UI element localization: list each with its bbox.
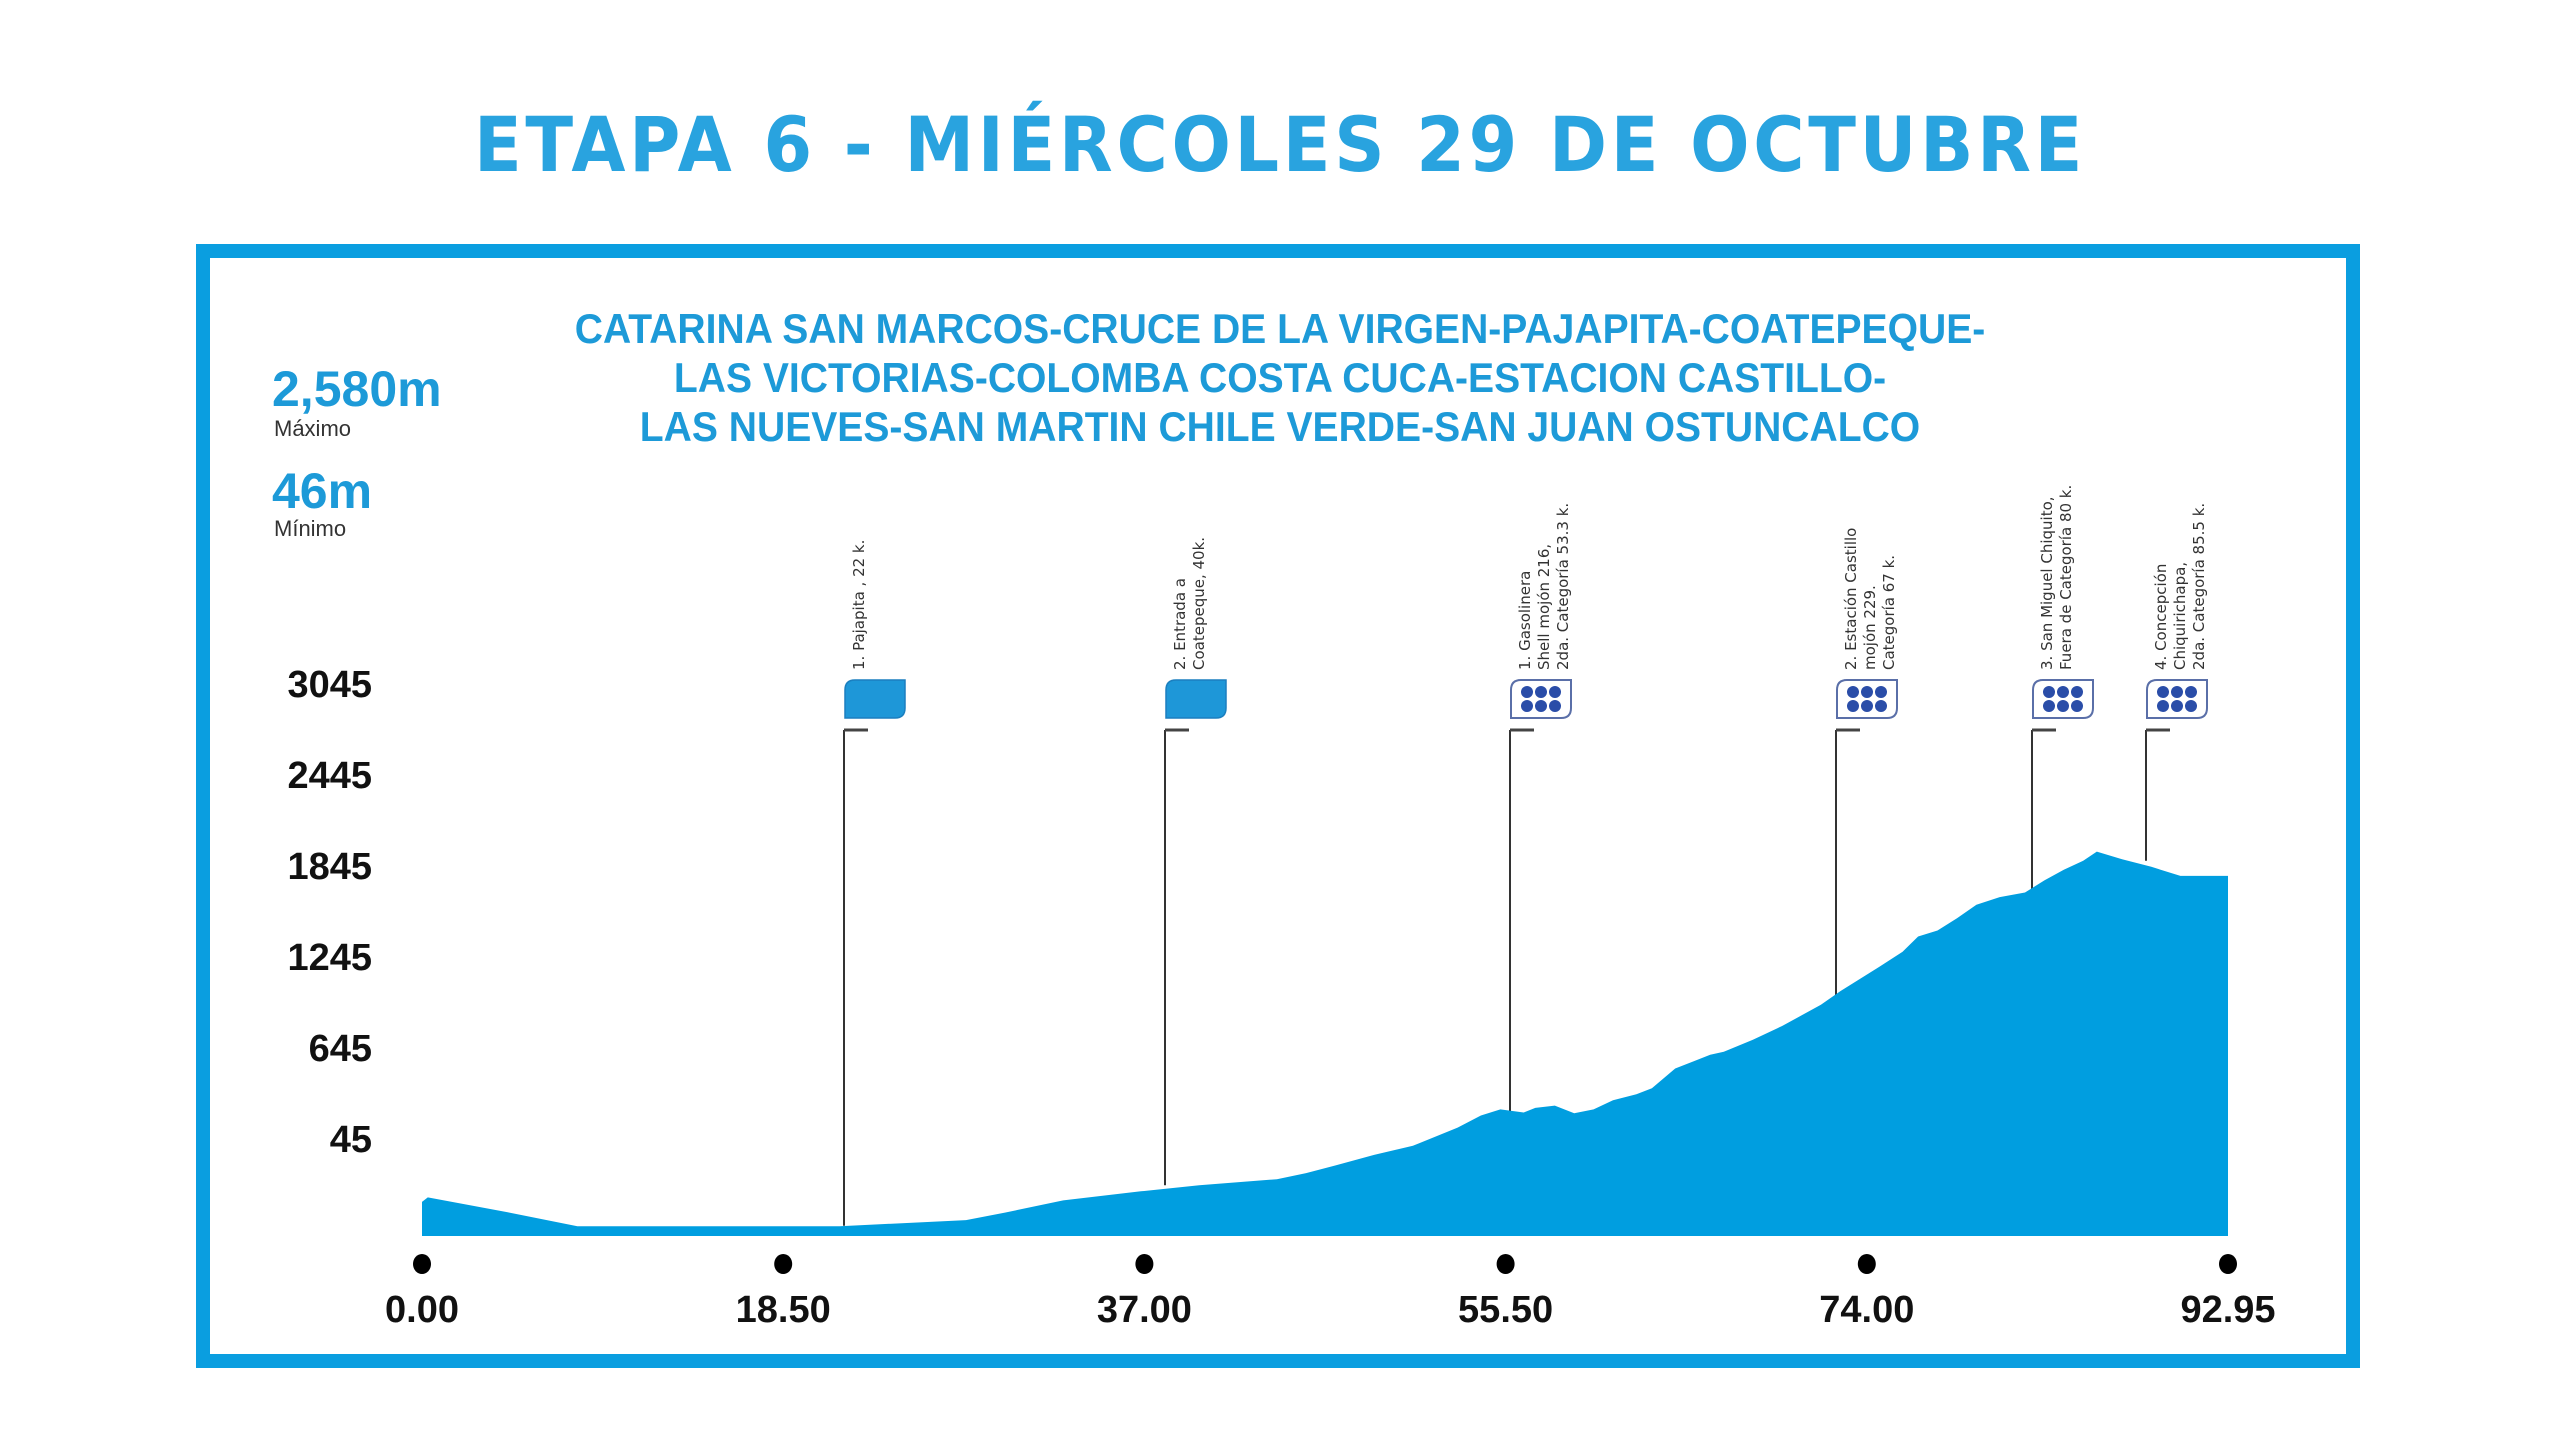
x-tick-label: 18.50 <box>736 1289 831 1331</box>
y-tick-label: 1845 <box>287 846 372 888</box>
x-tick-label: 55.50 <box>1458 1289 1553 1331</box>
marker-label: 2da. Categoría 85.5 k. <box>2190 503 2208 670</box>
max-elevation-value: 2,580m <box>272 361 442 417</box>
climb-dot <box>2157 686 2169 698</box>
climb-dot <box>2157 700 2169 712</box>
x-tick-dot <box>1135 1254 1154 1274</box>
climb-dot <box>2071 686 2083 698</box>
marker-label: 1. Gasolinera <box>1516 571 1534 670</box>
route-marker: 2. Estación Castillo mojón 229. Categoría … <box>1835 528 1898 1052</box>
climb-dot <box>1861 686 1873 698</box>
x-tick-label: 74.00 <box>1819 1289 1914 1331</box>
x-tick-label: 0.00 <box>385 1289 459 1331</box>
climb-dot <box>2171 700 2183 712</box>
climb-dot <box>2185 700 2197 712</box>
x-tick-dot <box>413 1254 431 1274</box>
y-tick-label: 3045 <box>287 664 372 706</box>
route-marker: 1. Pajapita , 22 k. <box>843 540 906 1226</box>
climb-dot <box>1549 686 1561 698</box>
climb-dot <box>2057 700 2069 712</box>
climb-dot <box>1847 700 1859 712</box>
climb-dot <box>1535 686 1547 698</box>
route-markers: 1. Pajapita , 22 k. 2. Entrada a Coatepequ… <box>843 485 2208 1226</box>
min-elevation-label: Mínimo <box>274 516 347 541</box>
climb-dot <box>1875 686 1887 698</box>
y-axis: 3045 2445 1845 1245 645 45 <box>287 664 372 1161</box>
climb-dot <box>2043 700 2055 712</box>
marker-label: 3. San Miguel Chiquito, <box>2038 496 2056 670</box>
climb-dot <box>1847 686 1859 698</box>
marker-label: Categoría 67 k. <box>1880 555 1898 670</box>
mountain-climb-icon <box>2146 679 2208 719</box>
route-marker: 1. Gasolinera Shell mojón 216, 2da. Catego… <box>1509 503 1572 1128</box>
route-line-1: CATARINA SAN MARCOS-CRUCE DE LA VIRGEN-P… <box>574 305 1986 352</box>
climb-dot <box>1861 700 1873 712</box>
climb-dot <box>2171 686 2183 698</box>
route-line-2: LAS VICTORIAS-COLOMBA COSTA CUCA-ESTACIO… <box>673 354 1887 401</box>
mountain-climb-icon <box>1836 679 1898 719</box>
route-marker: 2. Entrada a Coatepeque, 40k. <box>1164 537 1227 1186</box>
marker-label: 4. Concepción <box>2152 564 2170 670</box>
y-tick-label: 645 <box>309 1028 372 1070</box>
climb-dot <box>2185 686 2197 698</box>
sprint-flag-icon <box>844 679 906 719</box>
marker-label: Fuera de Categoría 80 k. <box>2057 485 2075 670</box>
x-axis: 0.00 18.50 37.00 55.50 74.00 92.95 <box>385 1254 2276 1331</box>
climb-dot <box>2071 700 2083 712</box>
marker-label: 2. Entrada a <box>1171 578 1189 670</box>
y-tick-label: 1245 <box>287 937 372 979</box>
marker-label: 2. Estación Castillo <box>1842 528 1860 670</box>
climb-dot <box>1521 686 1533 698</box>
marker-label: 2da. Categoría 53.3 k. <box>1554 503 1572 670</box>
route-line-3: LAS NUEVES-SAN MARTIN CHILE VERDE-SAN JU… <box>639 403 1921 450</box>
y-tick-label: 45 <box>330 1119 372 1161</box>
marker-label: Shell mojón 216, <box>1535 544 1553 670</box>
x-tick-label: 37.00 <box>1097 1289 1192 1331</box>
mountain-climb-icon <box>1510 679 1572 719</box>
climb-dot <box>1875 700 1887 712</box>
marker-label: Coatepeque, 40k. <box>1190 537 1208 670</box>
page-title: ETAPA 6 - MIÉRCOLES 29 DE OCTUBRE <box>473 100 2087 189</box>
y-tick-label: 2445 <box>287 755 372 797</box>
x-tick-label: 92.95 <box>2180 1289 2275 1331</box>
min-elevation-value: 46m <box>272 463 373 519</box>
climb-dot <box>1535 700 1547 712</box>
route-marker: 4. Concepción Chiquirichapa, 2da. Categorí… <box>2145 503 2208 861</box>
x-tick-dot <box>2219 1254 2237 1274</box>
elevation-profile-area <box>422 851 2228 1236</box>
mountain-climb-icon <box>2032 679 2094 719</box>
x-tick-dot <box>774 1254 793 1274</box>
sprint-flag-icon <box>1165 679 1227 719</box>
marker-label: Chiquirichapa, <box>2171 562 2189 670</box>
climb-dot <box>1521 700 1533 712</box>
max-elevation-label: Máximo <box>274 416 352 441</box>
x-tick-dot <box>1857 1254 1876 1274</box>
x-tick-dot <box>1496 1254 1515 1274</box>
route-marker: 3. San Miguel Chiquito, Fuera de Categorí… <box>2031 485 2094 905</box>
climb-dot <box>2043 686 2055 698</box>
climb-dot <box>2057 686 2069 698</box>
climb-dot <box>1549 700 1561 712</box>
marker-label: mojón 229. <box>1861 585 1879 670</box>
marker-label: 1. Pajapita , 22 k. <box>850 540 868 670</box>
